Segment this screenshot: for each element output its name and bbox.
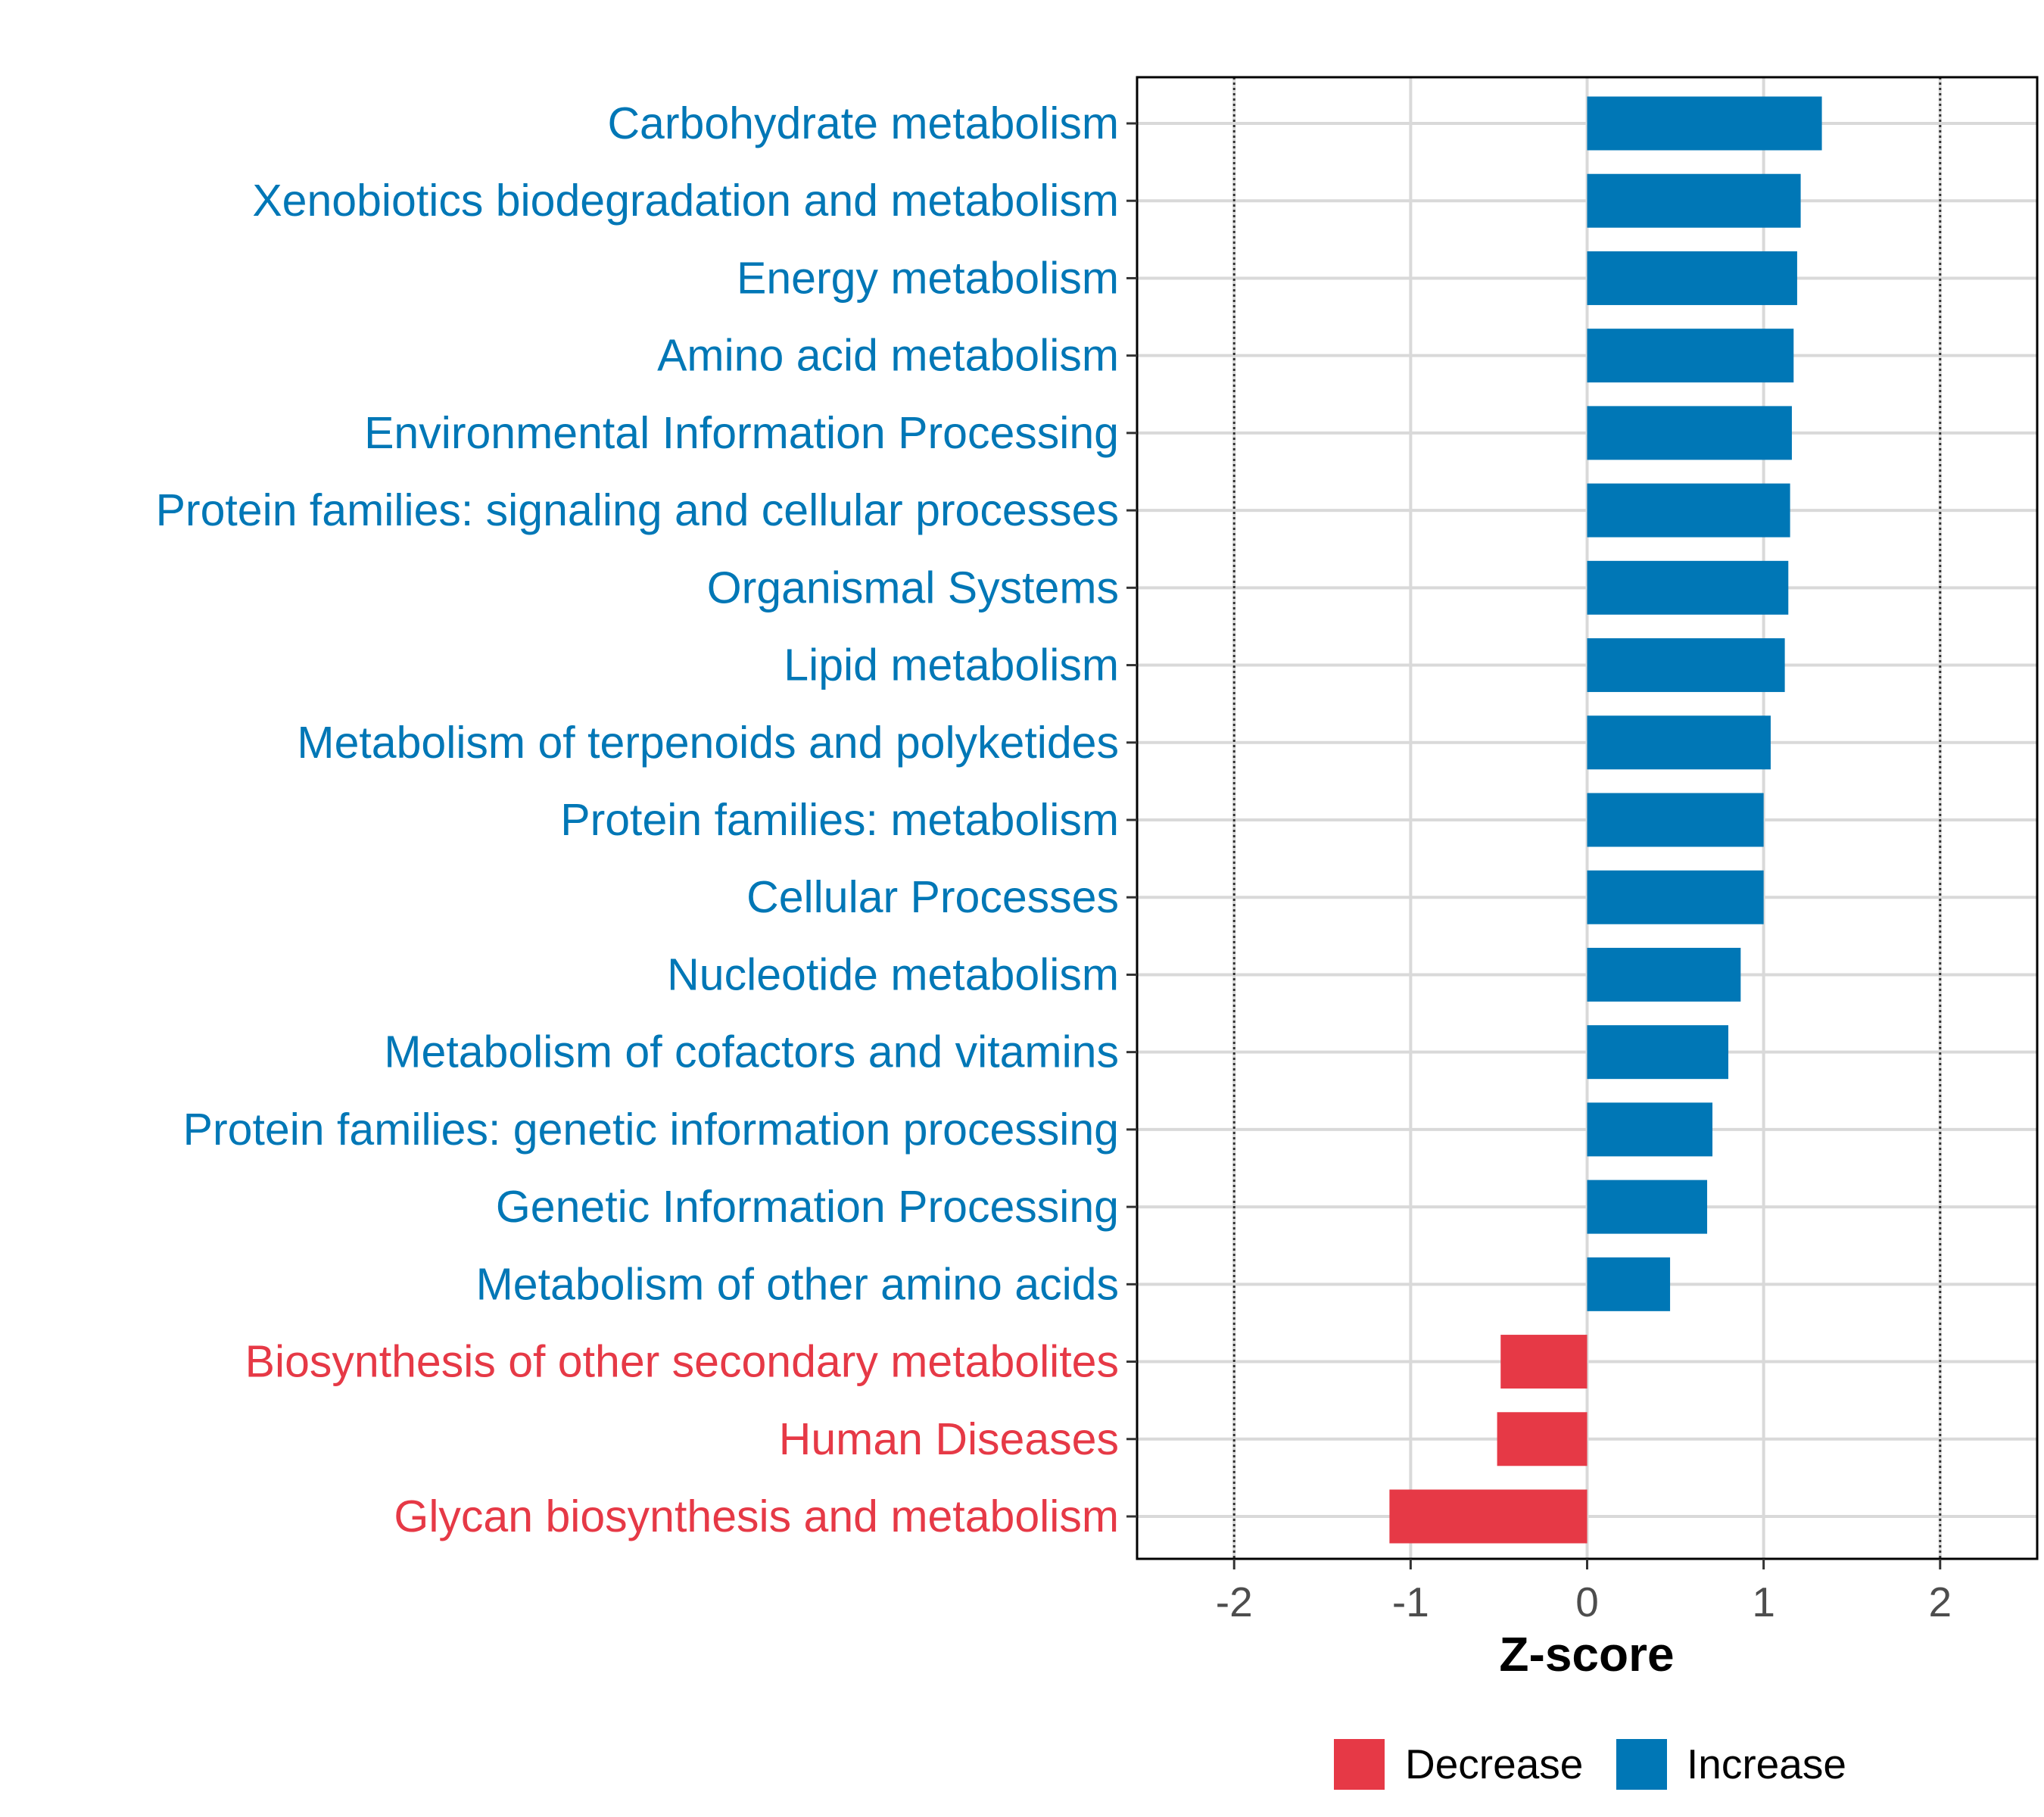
bar-xenobiotics-biodegradation-and-metabolism (1587, 173, 1801, 228)
bar-metabolism-of-other-amino-acids (1587, 1257, 1671, 1311)
x-tick-label: -2 (1216, 1579, 1253, 1625)
bar-nucleotide-metabolism (1587, 947, 1741, 1002)
category-label: Genetic Information Processing (496, 1182, 1119, 1232)
legend-swatch-increase (1616, 1739, 1667, 1790)
bar-cellular-processes (1587, 870, 1764, 924)
bar-organismal-systems (1587, 560, 1789, 615)
x-tick-label: 0 (1575, 1579, 1599, 1625)
bar-lipid-metabolism (1587, 638, 1785, 693)
category-label: Carbohydrate metabolism (607, 98, 1119, 148)
category-label: Environmental Information Processing (364, 408, 1119, 458)
category-label: Organismal Systems (707, 563, 1119, 612)
category-label: Glycan biosynthesis and metabolism (394, 1491, 1119, 1541)
legend-label-increase: Increase (1687, 1741, 1846, 1787)
category-label: Cellular Processes (746, 872, 1119, 922)
category-label: Human Diseases (779, 1414, 1119, 1464)
category-label: Protein families: genetic information pr… (183, 1105, 1119, 1155)
bar-environmental-information-processing (1587, 406, 1792, 460)
bar-carbohydrate-metabolism (1587, 96, 1822, 151)
category-label: Amino acid metabolism (657, 331, 1119, 381)
category-label: Protein families: signaling and cellular… (156, 485, 1119, 535)
x-axis-ticks: -2 -1 0 1 2 (1216, 1559, 1952, 1625)
legend: Decrease Increase (1334, 1739, 1846, 1790)
bar-protein-families-metabolism (1587, 793, 1764, 847)
bar-glycan-biosynthesis-and-metabolism (1389, 1489, 1588, 1544)
category-label: Energy metabolism (737, 253, 1119, 303)
category-label: Metabolism of other amino acids (476, 1259, 1119, 1309)
bar-metabolism-of-cofactors-and-vitamins (1587, 1025, 1729, 1080)
x-tick-label: 2 (1928, 1579, 1952, 1625)
category-label: Nucleotide metabolism (667, 949, 1119, 999)
category-label: Biosynthesis of other secondary metaboli… (245, 1337, 1119, 1387)
x-axis-title: Z-score (1499, 1627, 1674, 1681)
category-label: Lipid metabolism (784, 640, 1119, 690)
bar-genetic-information-processing (1587, 1180, 1708, 1234)
category-label: Xenobiotics biodegradation and metabolis… (252, 176, 1119, 226)
legend-swatch-decrease (1334, 1739, 1385, 1790)
bar-human-diseases (1497, 1412, 1588, 1466)
x-tick-label: -1 (1392, 1579, 1429, 1625)
x-tick-label: 1 (1752, 1579, 1775, 1625)
y-axis-ticks (1126, 122, 1137, 1518)
y-axis-labels: Carbohydrate metabolism Xenobiotics biode… (156, 98, 1119, 1541)
category-label: Protein families: metabolism (560, 795, 1119, 845)
legend-label-decrease: Decrease (1405, 1741, 1583, 1787)
bar-layer (1389, 96, 1822, 1544)
bar-protein-families-genetic-information-processing (1587, 1102, 1713, 1157)
bar-amino-acid-metabolism (1587, 329, 1794, 383)
category-label: Metabolism of cofactors and vitamins (384, 1027, 1119, 1077)
bar-metabolism-of-terpenoids-and-polyketides (1587, 715, 1771, 770)
bar-protein-families-signaling-and-cellular-processes (1587, 483, 1790, 538)
category-label: Metabolism of terpenoids and polyketides (297, 718, 1119, 768)
bar-energy-metabolism (1587, 251, 1797, 305)
bar-biosynthesis-of-other-secondary-metabolites (1500, 1335, 1588, 1389)
